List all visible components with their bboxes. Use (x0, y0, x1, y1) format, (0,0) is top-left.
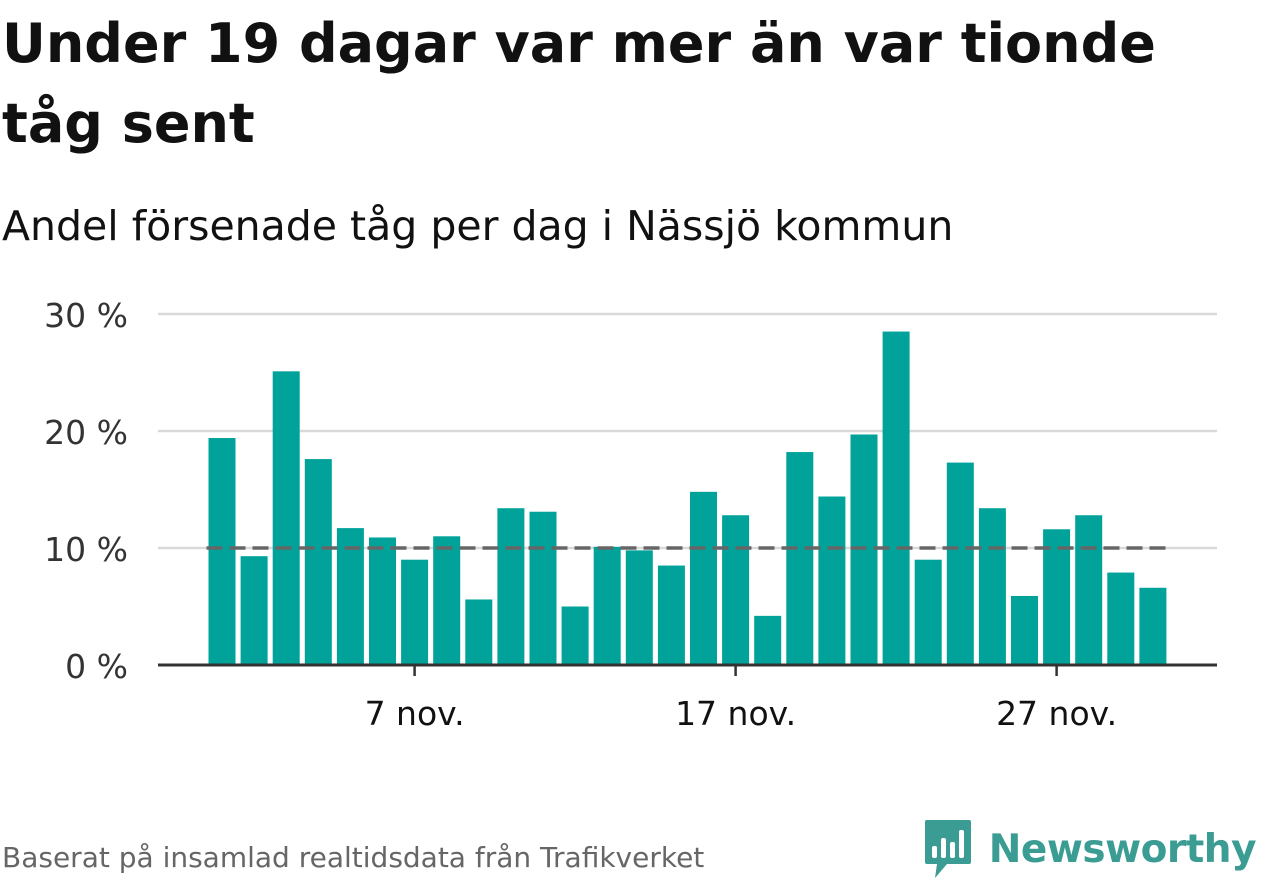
bar (722, 515, 750, 665)
bar (786, 452, 814, 665)
bar (1107, 572, 1135, 665)
newsworthy-chart-bubble-icon (924, 820, 971, 878)
chart-title: Under 19 dagar var mer än var tionde tåg… (2, 12, 1156, 155)
bar (978, 508, 1006, 665)
bar (1011, 595, 1038, 665)
bar (272, 371, 300, 665)
bar-chart: 0 % 10 % 20 % 30 % 7 nov. 17 nov. 27 nov. (44, 296, 1217, 733)
source-note: Baserat på insamlad realtidsdata från Tr… (2, 841, 705, 874)
brand-name: Newsworthy (988, 826, 1257, 872)
bar (754, 615, 782, 665)
bar (561, 606, 589, 665)
y-tick-label: 20 % (44, 413, 128, 452)
bar (657, 565, 685, 665)
axes: 0 % 10 % 20 % 30 % 7 nov. 17 nov. 27 nov. (44, 296, 1217, 733)
y-tick-label: 30 % (44, 296, 128, 335)
bar (401, 559, 429, 665)
x-tick-label: 7 nov. (365, 694, 465, 733)
chart-subtitle: Andel försenade tåg per dag i Nässjö kom… (2, 202, 954, 250)
bar (914, 559, 942, 665)
bar (1043, 529, 1071, 665)
bar (208, 438, 236, 665)
brand-logo: Newsworthy (923, 818, 1257, 880)
bar (818, 496, 846, 665)
bar (369, 537, 396, 665)
y-tick-label: 0 % (65, 647, 128, 686)
bar (593, 546, 621, 665)
bar (946, 462, 974, 665)
bar (625, 550, 653, 665)
bar (336, 528, 364, 665)
bar (497, 508, 525, 665)
x-tick-label: 27 nov. (996, 694, 1117, 733)
bar (240, 556, 268, 665)
bar (1075, 515, 1103, 665)
bar (304, 459, 332, 665)
y-tick-label: 10 % (44, 530, 128, 569)
bar (1139, 587, 1167, 665)
bar (465, 599, 493, 665)
bar (882, 331, 910, 665)
bars (208, 331, 1167, 665)
bar (850, 434, 878, 665)
bar (690, 491, 717, 665)
bar (433, 536, 461, 665)
x-tick-label: 17 nov. (675, 694, 796, 733)
bar (529, 511, 557, 665)
